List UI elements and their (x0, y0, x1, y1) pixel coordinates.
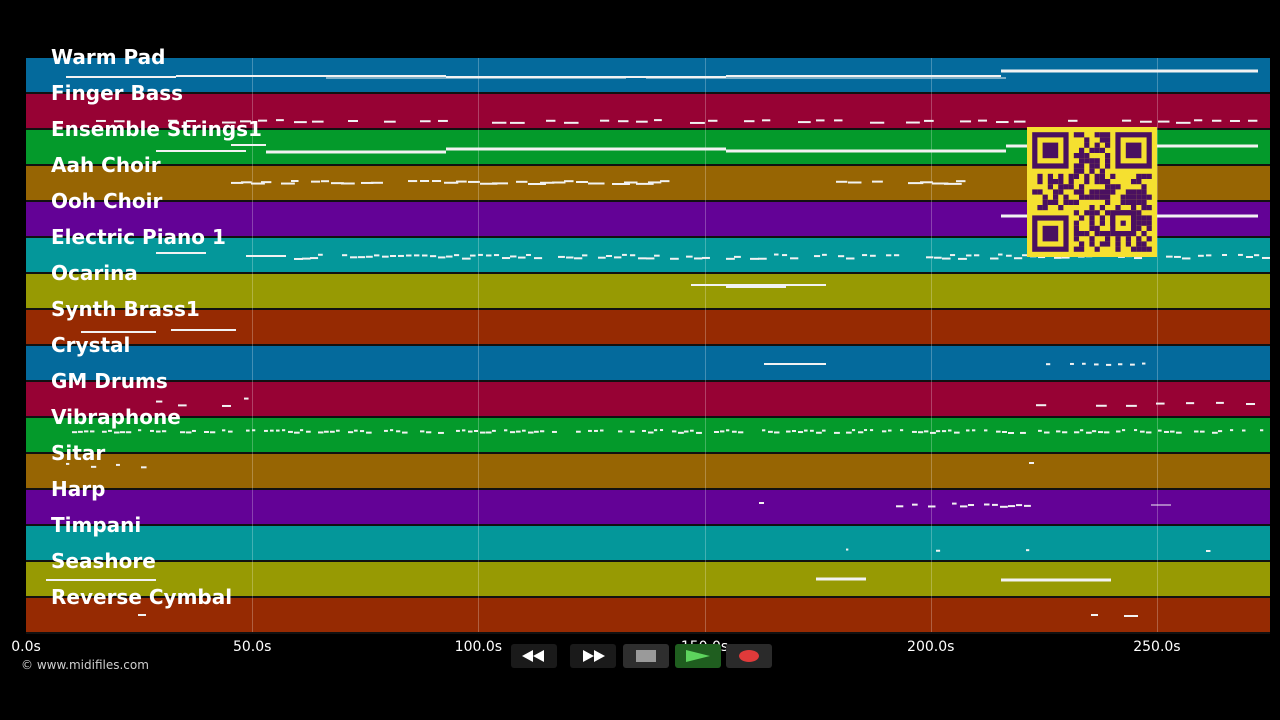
grid-line (704, 58, 706, 632)
track-separator (26, 632, 1270, 634)
track-separator (26, 164, 1270, 166)
track-lane[interactable] (26, 490, 1270, 524)
fast-forward-button[interactable] (570, 644, 616, 668)
record-button[interactable] (726, 644, 772, 668)
track-label: Ocarina (51, 261, 138, 285)
time-tick-label: 0.0s (11, 639, 41, 655)
track-lane[interactable] (26, 310, 1270, 344)
track-label: Reverse Cymbal (51, 585, 233, 609)
track-separator (26, 272, 1270, 274)
track-label: Seashore (51, 549, 156, 573)
track-separator (26, 92, 1270, 94)
track-separator (26, 416, 1270, 418)
play-button[interactable] (675, 644, 721, 668)
time-tick-label: 250.0s (1133, 639, 1181, 655)
fast-forward-icon (583, 650, 605, 662)
stop-button[interactable] (623, 644, 669, 668)
track-lane[interactable] (26, 418, 1270, 452)
track-separator (26, 560, 1270, 562)
qr-code (1027, 127, 1157, 257)
play-icon (686, 650, 710, 662)
rewind-icon (522, 650, 544, 662)
grid-line (478, 58, 480, 632)
track-label: Ooh Choir (51, 189, 163, 213)
time-tick-label: 100.0s (454, 639, 503, 655)
track-lane[interactable] (26, 382, 1270, 416)
track-label: Ensemble Strings1 (51, 117, 262, 141)
track-separator (26, 344, 1270, 346)
track-separator (26, 524, 1270, 526)
track-separator (26, 308, 1270, 310)
track-label: Electric Piano 1 (51, 225, 226, 249)
track-lane[interactable] (26, 454, 1270, 488)
grid-line (1156, 58, 1158, 632)
track-label: Finger Bass (51, 81, 184, 105)
track-label: GM Drums (51, 369, 168, 393)
track-label: Aah Choir (51, 153, 161, 177)
track-lane[interactable] (26, 346, 1270, 380)
track-separator (26, 596, 1270, 598)
time-tick-label: 50.0s (232, 639, 272, 655)
track-label: Warm Pad (51, 45, 166, 69)
track-lane[interactable] (26, 598, 1270, 632)
rewind-button[interactable] (511, 644, 557, 668)
track-separator (26, 488, 1270, 490)
track-label: Crystal (51, 333, 131, 357)
transport-controls (511, 644, 772, 668)
track-label: Timpani (51, 513, 142, 537)
track-lane[interactable] (26, 526, 1270, 560)
track-lane[interactable] (26, 274, 1270, 308)
track-label: Vibraphone (51, 405, 181, 429)
copyright-text: © www.midifiles.com (21, 658, 149, 672)
track-label: Synth Brass1 (51, 297, 200, 321)
grid-line (252, 58, 254, 632)
track-separator (26, 452, 1270, 454)
grid-line (930, 58, 932, 632)
track-separator (26, 236, 1270, 238)
stop-icon (636, 650, 656, 662)
time-tick-label: 200.0s (907, 639, 955, 655)
track-separator (26, 200, 1270, 202)
track-separator (26, 128, 1270, 130)
track-separator (26, 380, 1270, 382)
track-label: Sitar (51, 441, 106, 465)
record-icon (739, 650, 759, 662)
note-overlay (46, 69, 1270, 617)
track-label: Harp (51, 477, 106, 501)
